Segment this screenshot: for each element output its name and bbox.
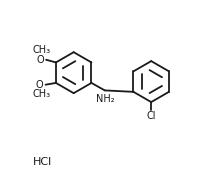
Text: NH₂: NH₂ [96, 94, 115, 104]
Text: HCl: HCl [33, 157, 52, 167]
Text: O: O [36, 80, 43, 90]
Text: CH₃: CH₃ [32, 89, 50, 99]
Text: Cl: Cl [146, 111, 156, 121]
Text: O: O [36, 55, 44, 65]
Text: CH₃: CH₃ [33, 45, 51, 55]
